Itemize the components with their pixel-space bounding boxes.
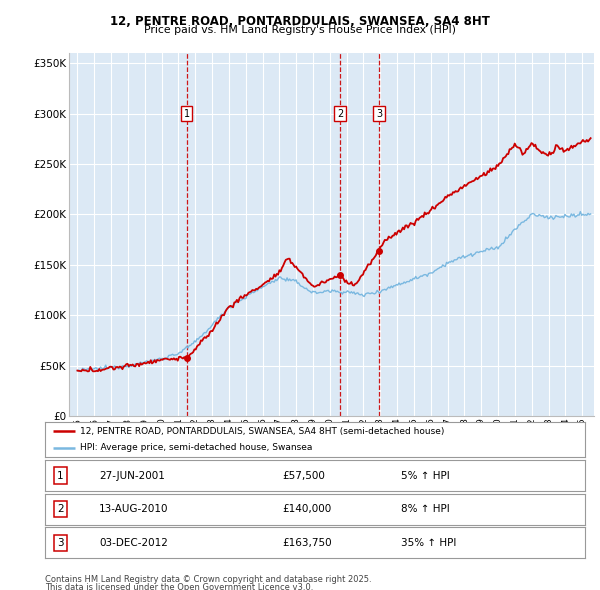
Text: 3: 3 [376, 109, 382, 119]
Text: £57,500: £57,500 [283, 471, 325, 480]
Text: 13-AUG-2010: 13-AUG-2010 [99, 504, 169, 514]
Text: This data is licensed under the Open Government Licence v3.0.: This data is licensed under the Open Gov… [45, 584, 313, 590]
Text: 8% ↑ HPI: 8% ↑ HPI [401, 504, 450, 514]
Text: 27-JUN-2001: 27-JUN-2001 [99, 471, 165, 480]
Text: 12, PENTRE ROAD, PONTARDDULAIS, SWANSEA, SA4 8HT: 12, PENTRE ROAD, PONTARDDULAIS, SWANSEA,… [110, 15, 490, 28]
Text: Contains HM Land Registry data © Crown copyright and database right 2025.: Contains HM Land Registry data © Crown c… [45, 575, 371, 584]
Text: Price paid vs. HM Land Registry's House Price Index (HPI): Price paid vs. HM Land Registry's House … [144, 25, 456, 35]
Text: 2: 2 [57, 504, 64, 514]
Text: £163,750: £163,750 [283, 538, 332, 548]
Text: 1: 1 [184, 109, 190, 119]
Text: £140,000: £140,000 [283, 504, 332, 514]
Text: 03-DEC-2012: 03-DEC-2012 [99, 538, 168, 548]
Text: 2: 2 [337, 109, 343, 119]
Text: 12, PENTRE ROAD, PONTARDDULAIS, SWANSEA, SA4 8HT (semi-detached house): 12, PENTRE ROAD, PONTARDDULAIS, SWANSEA,… [80, 427, 445, 436]
Text: 5% ↑ HPI: 5% ↑ HPI [401, 471, 450, 480]
Text: HPI: Average price, semi-detached house, Swansea: HPI: Average price, semi-detached house,… [80, 443, 313, 452]
Text: 3: 3 [57, 538, 64, 548]
Text: 1: 1 [57, 471, 64, 480]
Text: 35% ↑ HPI: 35% ↑ HPI [401, 538, 457, 548]
